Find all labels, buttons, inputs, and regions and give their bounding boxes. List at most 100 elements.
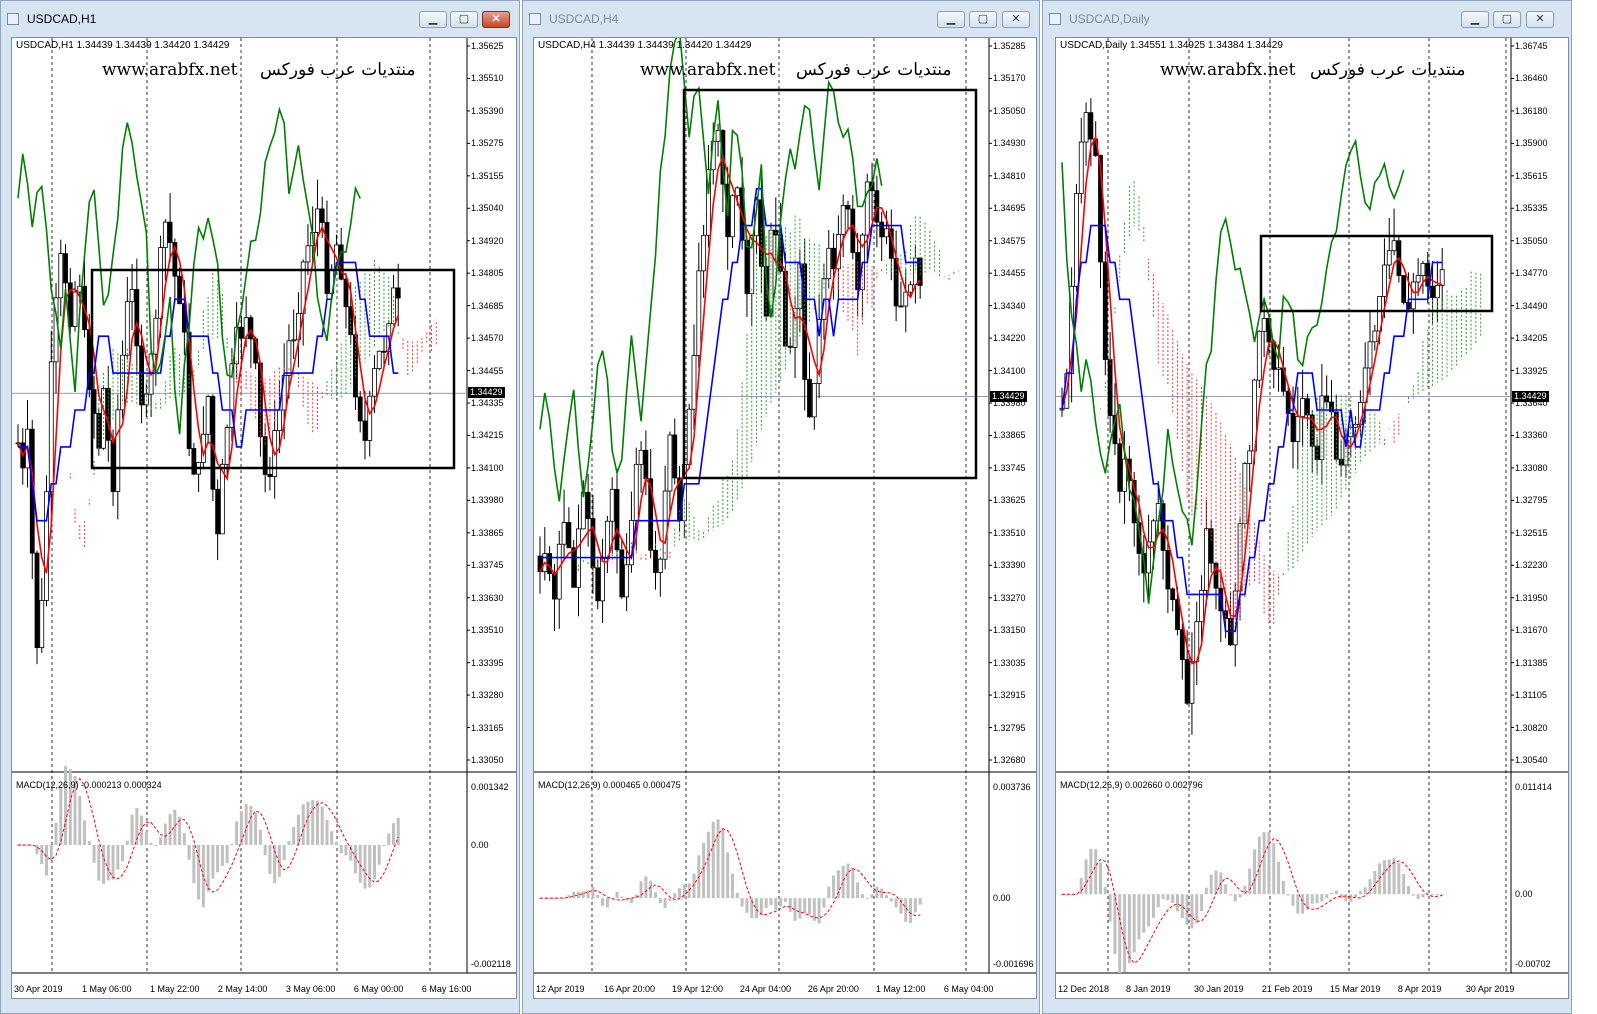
macd-histogram-bar [678, 888, 682, 899]
candle-body [638, 449, 644, 465]
macd-histogram-bar [577, 891, 580, 899]
chart-area[interactable]: USDCAD,H4 1.34439 1.34439 1.34420 1.3442… [533, 37, 1037, 999]
price-tick-label: 1.35390 [471, 105, 504, 116]
macd-histogram-bar [45, 844, 49, 876]
price-tick-label: 1.33270 [993, 592, 1026, 603]
window-titlebar[interactable]: USDCAD,Daily ▁ ▢ ✕ [1043, 1, 1571, 37]
candle-body [706, 169, 711, 236]
macd-histogram-bar [35, 844, 39, 855]
macd-histogram-bar [899, 898, 903, 914]
candle-body [604, 520, 610, 559]
macd-histogram-bar [1402, 873, 1406, 895]
minimize-button[interactable]: ▁ [1461, 11, 1489, 28]
macd-histogram-bar [216, 844, 220, 873]
macd-histogram-bar [846, 863, 850, 899]
minimize-button[interactable]: ▁ [937, 11, 965, 28]
price-tick-label: 1.35510 [471, 73, 504, 84]
close-button[interactable]: ✕ [1526, 11, 1554, 28]
chart-area[interactable]: USDCAD,H1 1.34439 1.34439 1.34420 1.3442… [11, 37, 517, 999]
price-tick-label: 1.35615 [1515, 170, 1548, 181]
candle-body [1434, 284, 1440, 299]
candle-body [643, 449, 649, 480]
maximize-button[interactable]: ▢ [1493, 11, 1521, 28]
macd-histogram-bar [258, 829, 262, 845]
price-tick-label: 1.33165 [471, 722, 504, 733]
price-chart-canvas [12, 38, 516, 974]
candle-body [1276, 367, 1281, 370]
candle-body [162, 221, 168, 248]
candle-body [39, 600, 45, 649]
minimize-button[interactable]: ▁ [419, 11, 447, 28]
macd-histogram-bar [102, 844, 106, 884]
macd-histogram-bar [562, 897, 566, 899]
candle-body [191, 448, 197, 475]
maximize-button[interactable]: ▢ [450, 11, 478, 28]
chart-window-icon [7, 13, 19, 25]
macd-histogram-bar [225, 844, 229, 864]
candle-body [811, 383, 817, 418]
macd-histogram-bar [1262, 832, 1266, 895]
macd-histogram-bar [663, 898, 667, 908]
candle-body [580, 492, 586, 530]
macd-histogram-bar [21, 844, 25, 846]
macd-histogram-bar [706, 831, 710, 899]
price-tick-label: 1.35625 [471, 41, 504, 51]
chart-window-h1[interactable]: USDCAD,H1 ▁ ▢ ✕ USDCAD,H1 1.34439 1.3443… [0, 0, 520, 1014]
candle-body [1184, 659, 1190, 704]
candle-body [1242, 463, 1248, 525]
candle-body [585, 492, 591, 519]
chart-window-daily[interactable]: USDCAD,Daily ▁ ▢ ✕ USDCAD,Daily 1.34551 … [1042, 0, 1572, 1014]
candle-body [58, 253, 64, 299]
candle-body [1151, 520, 1156, 543]
candle-body [1199, 590, 1204, 623]
price-tick-label: 1.33625 [993, 495, 1026, 506]
window-titlebar[interactable]: USDCAD,H1 ▁ ▢ ✕ [1, 1, 519, 37]
close-button[interactable]: ✕ [482, 11, 510, 28]
macd-scale-label: 0.00 [471, 839, 489, 850]
candle-body [134, 289, 140, 347]
kijun-sen-line [540, 187, 921, 559]
candle-body [908, 284, 913, 293]
macd-histogram-bar [673, 893, 677, 899]
macd-histogram-bar [1291, 894, 1295, 906]
price-tick-label: 1.34570 [471, 333, 504, 344]
macd-histogram-bar [268, 844, 272, 874]
macd-histogram-bar [803, 898, 807, 914]
macd-histogram-bar [885, 895, 888, 899]
macd-histogram-bar [1320, 894, 1324, 902]
price-tick-label: 1.33280 [471, 690, 504, 701]
price-tick-label: 1.32795 [993, 722, 1026, 733]
macd-histogram-bar [644, 876, 648, 899]
macd-histogram-bar [382, 844, 386, 847]
macd-histogram-bar [793, 898, 797, 921]
price-tick-label: 1.31670 [1515, 625, 1548, 636]
macd-histogram-bar [168, 814, 172, 845]
price-tick-label: 1.36745 [1515, 41, 1548, 51]
macd-histogram-bar [149, 842, 153, 845]
candle-body [376, 350, 382, 369]
macd-histogram-bar [282, 844, 286, 861]
candle-body [1305, 398, 1310, 416]
macd-histogram-bar [750, 898, 754, 919]
macd-histogram-bar [344, 844, 348, 856]
candle-body [547, 553, 553, 574]
window-titlebar[interactable]: USDCAD,H4 ▁ ▢ ✕ [523, 1, 1039, 37]
macd-histogram-bar [1339, 894, 1343, 899]
macd-histogram-bar [894, 898, 898, 908]
maximize-button[interactable]: ▢ [969, 11, 997, 28]
macd-histogram-bar [244, 804, 248, 845]
close-button[interactable]: ✕ [1002, 11, 1030, 28]
candle-body [172, 242, 178, 277]
macd-histogram-bar [387, 833, 391, 845]
chart-area[interactable]: USDCAD,Daily 1.34551 1.34925 1.34384 1.3… [1055, 37, 1569, 999]
time-tick-label: 3 May 06:00 [285, 984, 336, 994]
time-tick-label: 1 May 22:00 [149, 984, 200, 994]
macd-histogram-bar [1137, 894, 1141, 940]
price-tick-label: 1.34770 [1515, 268, 1548, 279]
candle-body [153, 317, 159, 355]
macd-histogram-bar [875, 886, 879, 899]
chart-window-h4[interactable]: USDCAD,H4 ▁ ▢ ✕ USDCAD,H4 1.34439 1.3443… [522, 0, 1040, 1014]
candle-body [1170, 588, 1176, 601]
price-tick-label: 1.33640 [1515, 398, 1548, 408]
macd-histogram-bar [1382, 860, 1386, 895]
